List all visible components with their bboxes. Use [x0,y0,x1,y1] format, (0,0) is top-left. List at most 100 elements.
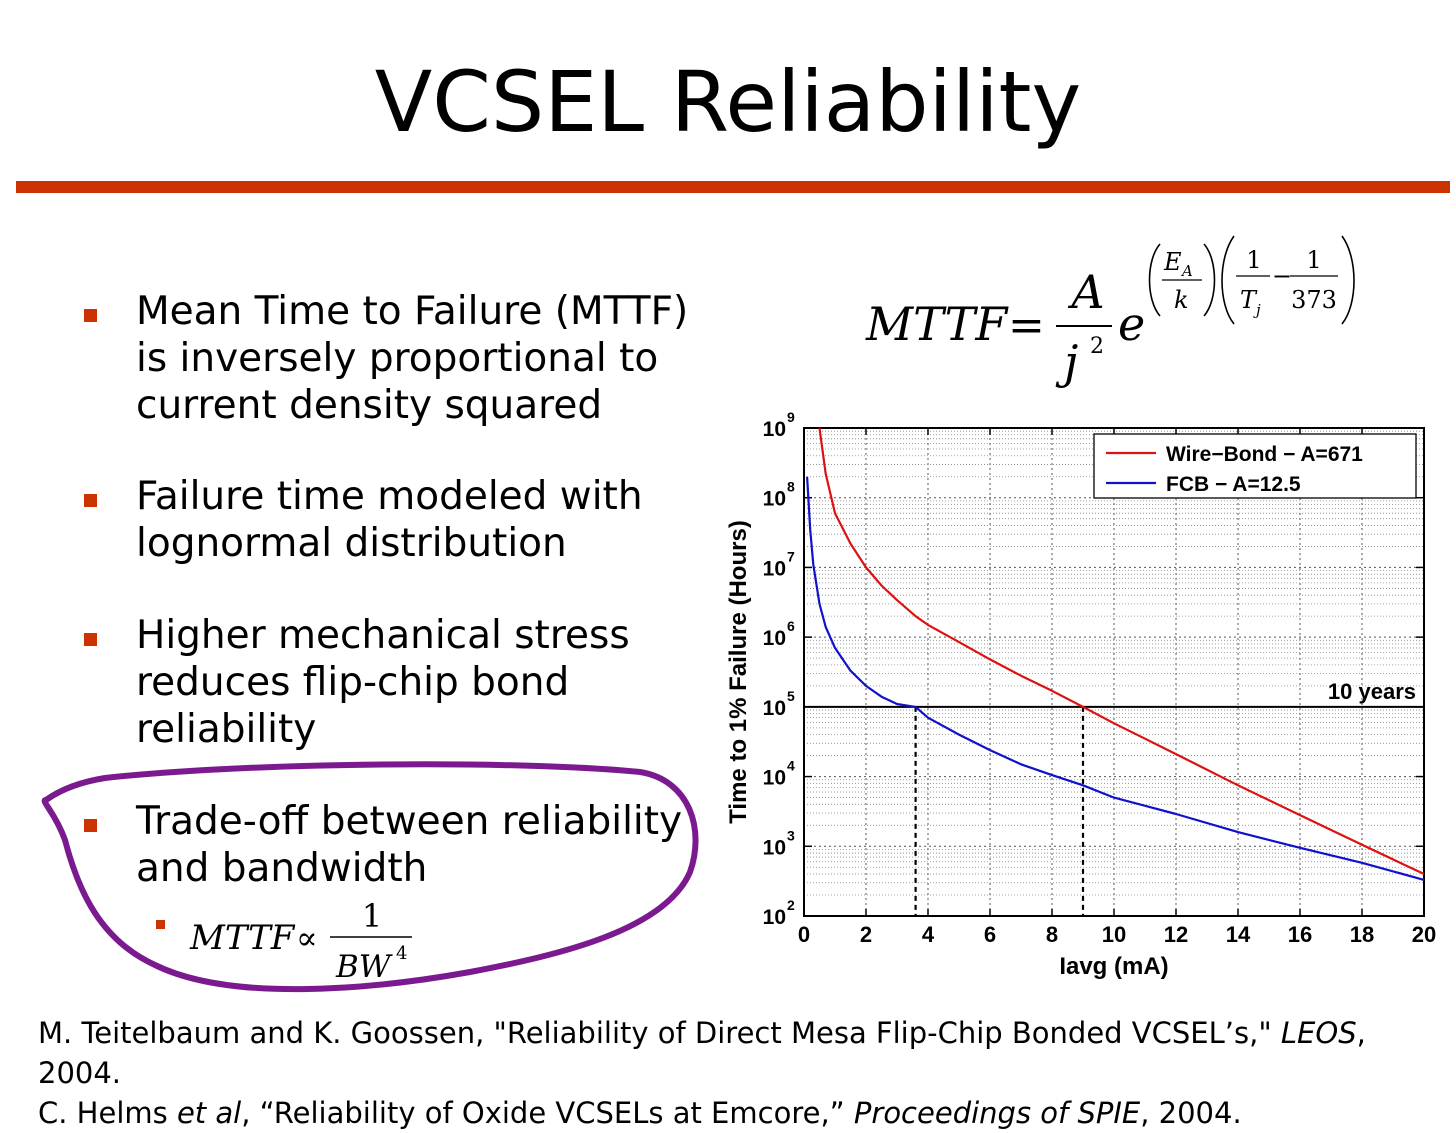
formula-one-a: 1 [1246,246,1261,274]
ref-text: M. Teitelbaum and K. Goossen, "Reliabili… [38,1016,1281,1050]
y-tick-exponent: 4 [787,758,795,774]
paren-left-1 [1148,243,1161,317]
title-divider [16,181,1450,193]
bullet-line: reduces flip-chip bond [136,660,570,705]
bullet-line: and bandwidth [136,846,428,891]
sub-formula-exponent: 4 [396,943,407,964]
x-tick-label: 2 [860,922,872,947]
reference-line: C. Helms et al, “Reliability of Oxide VC… [38,1093,1448,1133]
y-axis-label: Time to 1% Failure (Hours) [725,520,752,824]
sub-bullet-marker [156,920,165,929]
y-tick-exponent: 2 [787,897,795,913]
y-tick-label: 10 [763,906,786,929]
formula-tj-sub: j [1253,301,1261,319]
formula-t0: 373 [1291,286,1337,314]
x-tick-label: 4 [922,922,935,947]
y-tick-exponent: 8 [787,479,795,495]
x-axis-label: Iavg (mA) [1059,953,1168,980]
bullet-lognormal: Failure time modeled with lognormal dist… [136,473,706,567]
ref-year: , 2004. [38,1016,1366,1090]
y-tick-label: 10 [763,627,786,650]
ref-text: C. Helms [38,1096,177,1130]
x-tick-label: 16 [1288,922,1312,947]
bullet-line: is inversely proportional to [136,336,659,381]
paren-left-2 [1221,235,1235,325]
plot-frame [803,427,1425,917]
bullet-line: Mean Time to Failure (MTTF) [136,289,689,334]
highlight-stroke [41,761,699,993]
legend-box [1093,433,1417,499]
formula-numerator: A [1067,265,1104,319]
formula-minus: − [1272,262,1292,290]
x-tick-label: 6 [984,922,996,947]
y-tick-label: 10 [763,836,786,859]
formula-lhs: MTTF [865,297,1009,351]
y-tick-label: 10 [763,697,786,720]
sub-formula-denominator: BW [335,949,393,985]
reference-line: M. Teitelbaum and K. Goossen, "Reliabili… [38,1013,1448,1093]
x-tick-label: 18 [1350,922,1374,947]
y-tick-exponent: 5 [787,688,795,704]
paren-right-1 [1203,243,1216,317]
bullet-mttf: Mean Time to Failure (MTTF) is inversely… [136,288,706,429]
sub-formula-numerator: 1 [362,897,382,935]
ten-years-label: 10 years [1328,679,1416,704]
y-tick-exponent: 3 [787,827,795,843]
wire-bond-series-line [818,427,1425,875]
legend-label: Wire−Bond − A=671 [1166,443,1363,466]
formula-ea-sub: A [1180,262,1193,280]
formula-tj: T [1240,286,1258,314]
y-tick-exponent: 9 [787,409,795,425]
y-tick-label: 10 [763,418,786,441]
x-tick-label: 0 [798,922,810,947]
y-tick-exponent: 6 [787,618,795,634]
chart-ticks: 0 2 4 6 8 10 12 14 16 18 2010210310410510610710810… [763,409,1437,947]
bullet-marker [84,633,97,646]
ref-etal: et al [176,1096,242,1130]
sub-formula-lhs: MTTF [189,918,296,958]
y-tick-label: 10 [763,767,786,790]
reference-line-group: 10 years [804,679,1424,916]
mttf-formula: MTTF = A j 2 e E A k 1 T j − 1 373 [865,235,1355,389]
x-tick-label: 8 [1046,922,1058,947]
bullet-line: Failure time modeled with [136,474,643,519]
proportional-symbol: ∝ [296,919,318,957]
bullet-line: reliability [136,707,317,752]
formula-base: e [1118,297,1145,351]
formula-one-b: 1 [1306,246,1321,274]
ref-venue: LEOS [1280,1016,1357,1050]
ref-title: , “Reliability of Oxide VCSELs at Emcore… [241,1096,854,1130]
bullet-line: Higher mechanical stress [136,613,630,658]
legend: Wire−Bond − A=671 FCB − A=12.5 [1093,433,1417,499]
bullet-line: lognormal distribution [136,521,567,566]
y-tick-label: 10 [763,488,786,511]
bullet-marker [84,494,97,507]
fcb-series-line [806,476,1425,881]
bullet-line: current density squared [136,383,603,428]
x-tick-label: 20 [1412,922,1436,947]
y-tick-exponent: 7 [787,548,795,564]
paren-right-2 [1341,235,1355,325]
x-tick-label: 12 [1164,922,1188,947]
formula-equals: = [1008,300,1045,351]
bullet-marker [84,819,97,832]
formula-k: k [1174,286,1189,314]
bullet-tradeoff: Trade-off between reliability and bandwi… [136,798,706,892]
sub-bullet-formula: MTTF ∝ 1 BW 4 [156,897,412,985]
formula-den-exponent: 2 [1090,334,1104,359]
mttf-chart: 0 2 4 6 8 10 12 14 16 18 2010210310410510610710810… [725,409,1437,980]
ref-venue: Proceedings of SPIE [853,1096,1141,1130]
references: M. Teitelbaum and K. Goossen, "Reliabili… [38,1013,1448,1133]
bullet-marker [84,309,97,322]
formula-ea: E [1163,248,1182,276]
bullet-line: Trade-off between reliability [136,799,683,844]
series-group [806,427,1425,881]
formula-denominator: j [1055,335,1078,389]
x-tick-label: 14 [1226,922,1251,947]
slide-title: VCSEL Reliability [374,53,1082,151]
bullet-mechanical-stress: Higher mechanical stress reduces flip-ch… [136,612,706,753]
x-tick-label: 10 [1102,922,1126,947]
ref-year: , 2004. [1140,1096,1242,1130]
legend-label: FCB − A=12.5 [1166,473,1301,496]
